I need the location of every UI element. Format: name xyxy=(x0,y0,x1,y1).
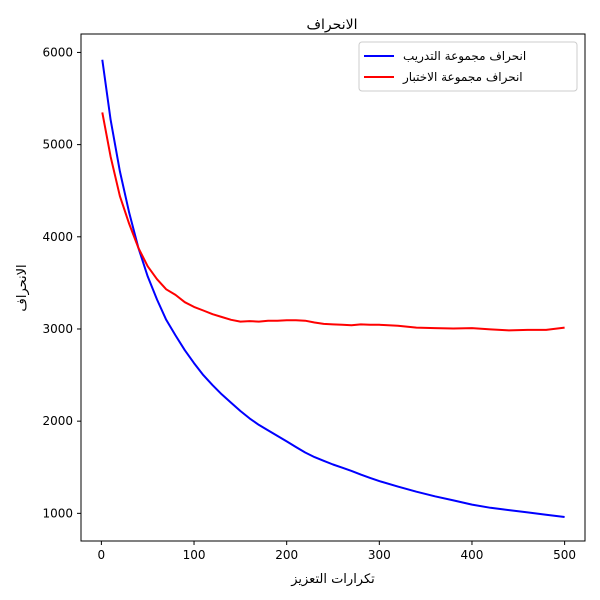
x-tick-label: 500 xyxy=(553,548,576,562)
series-line-train xyxy=(101,59,565,518)
series-line-test xyxy=(101,112,565,332)
legend-box xyxy=(358,41,578,92)
y-tick-label: 4000 xyxy=(42,230,73,244)
y-axis-label: الانحراف xyxy=(15,264,30,311)
y-tick-label: 5000 xyxy=(42,138,73,152)
x-tick-label: 200 xyxy=(275,548,298,562)
x-tick-label: 0 xyxy=(98,548,106,562)
legend: انحراف مجموعة التدريب انحراف مجموعة الاخ… xyxy=(358,41,578,92)
x-tick-label: 100 xyxy=(183,548,206,562)
y-tick-label: 2000 xyxy=(42,414,73,428)
y-axis-ticks: 1000 2000 3000 4000 5000 6000 xyxy=(42,45,81,520)
x-axis-label: تكرارات التعزيز xyxy=(290,572,375,587)
plot-frame xyxy=(80,33,586,542)
x-axis-ticks: 0 100 200 300 400 500 xyxy=(98,541,576,562)
legend-label-train: انحراف مجموعة التدريب xyxy=(403,49,526,64)
x-tick-label: 300 xyxy=(368,548,391,562)
y-tick-label: 6000 xyxy=(42,45,73,59)
plot-area xyxy=(101,59,565,518)
y-tick-label: 3000 xyxy=(42,322,73,336)
chart-title: الانحراف xyxy=(307,17,358,33)
y-tick-label: 1000 xyxy=(42,506,73,520)
legend-label-test: انحراف مجموعة الاختبار xyxy=(402,70,523,85)
x-tick-label: 400 xyxy=(461,548,484,562)
